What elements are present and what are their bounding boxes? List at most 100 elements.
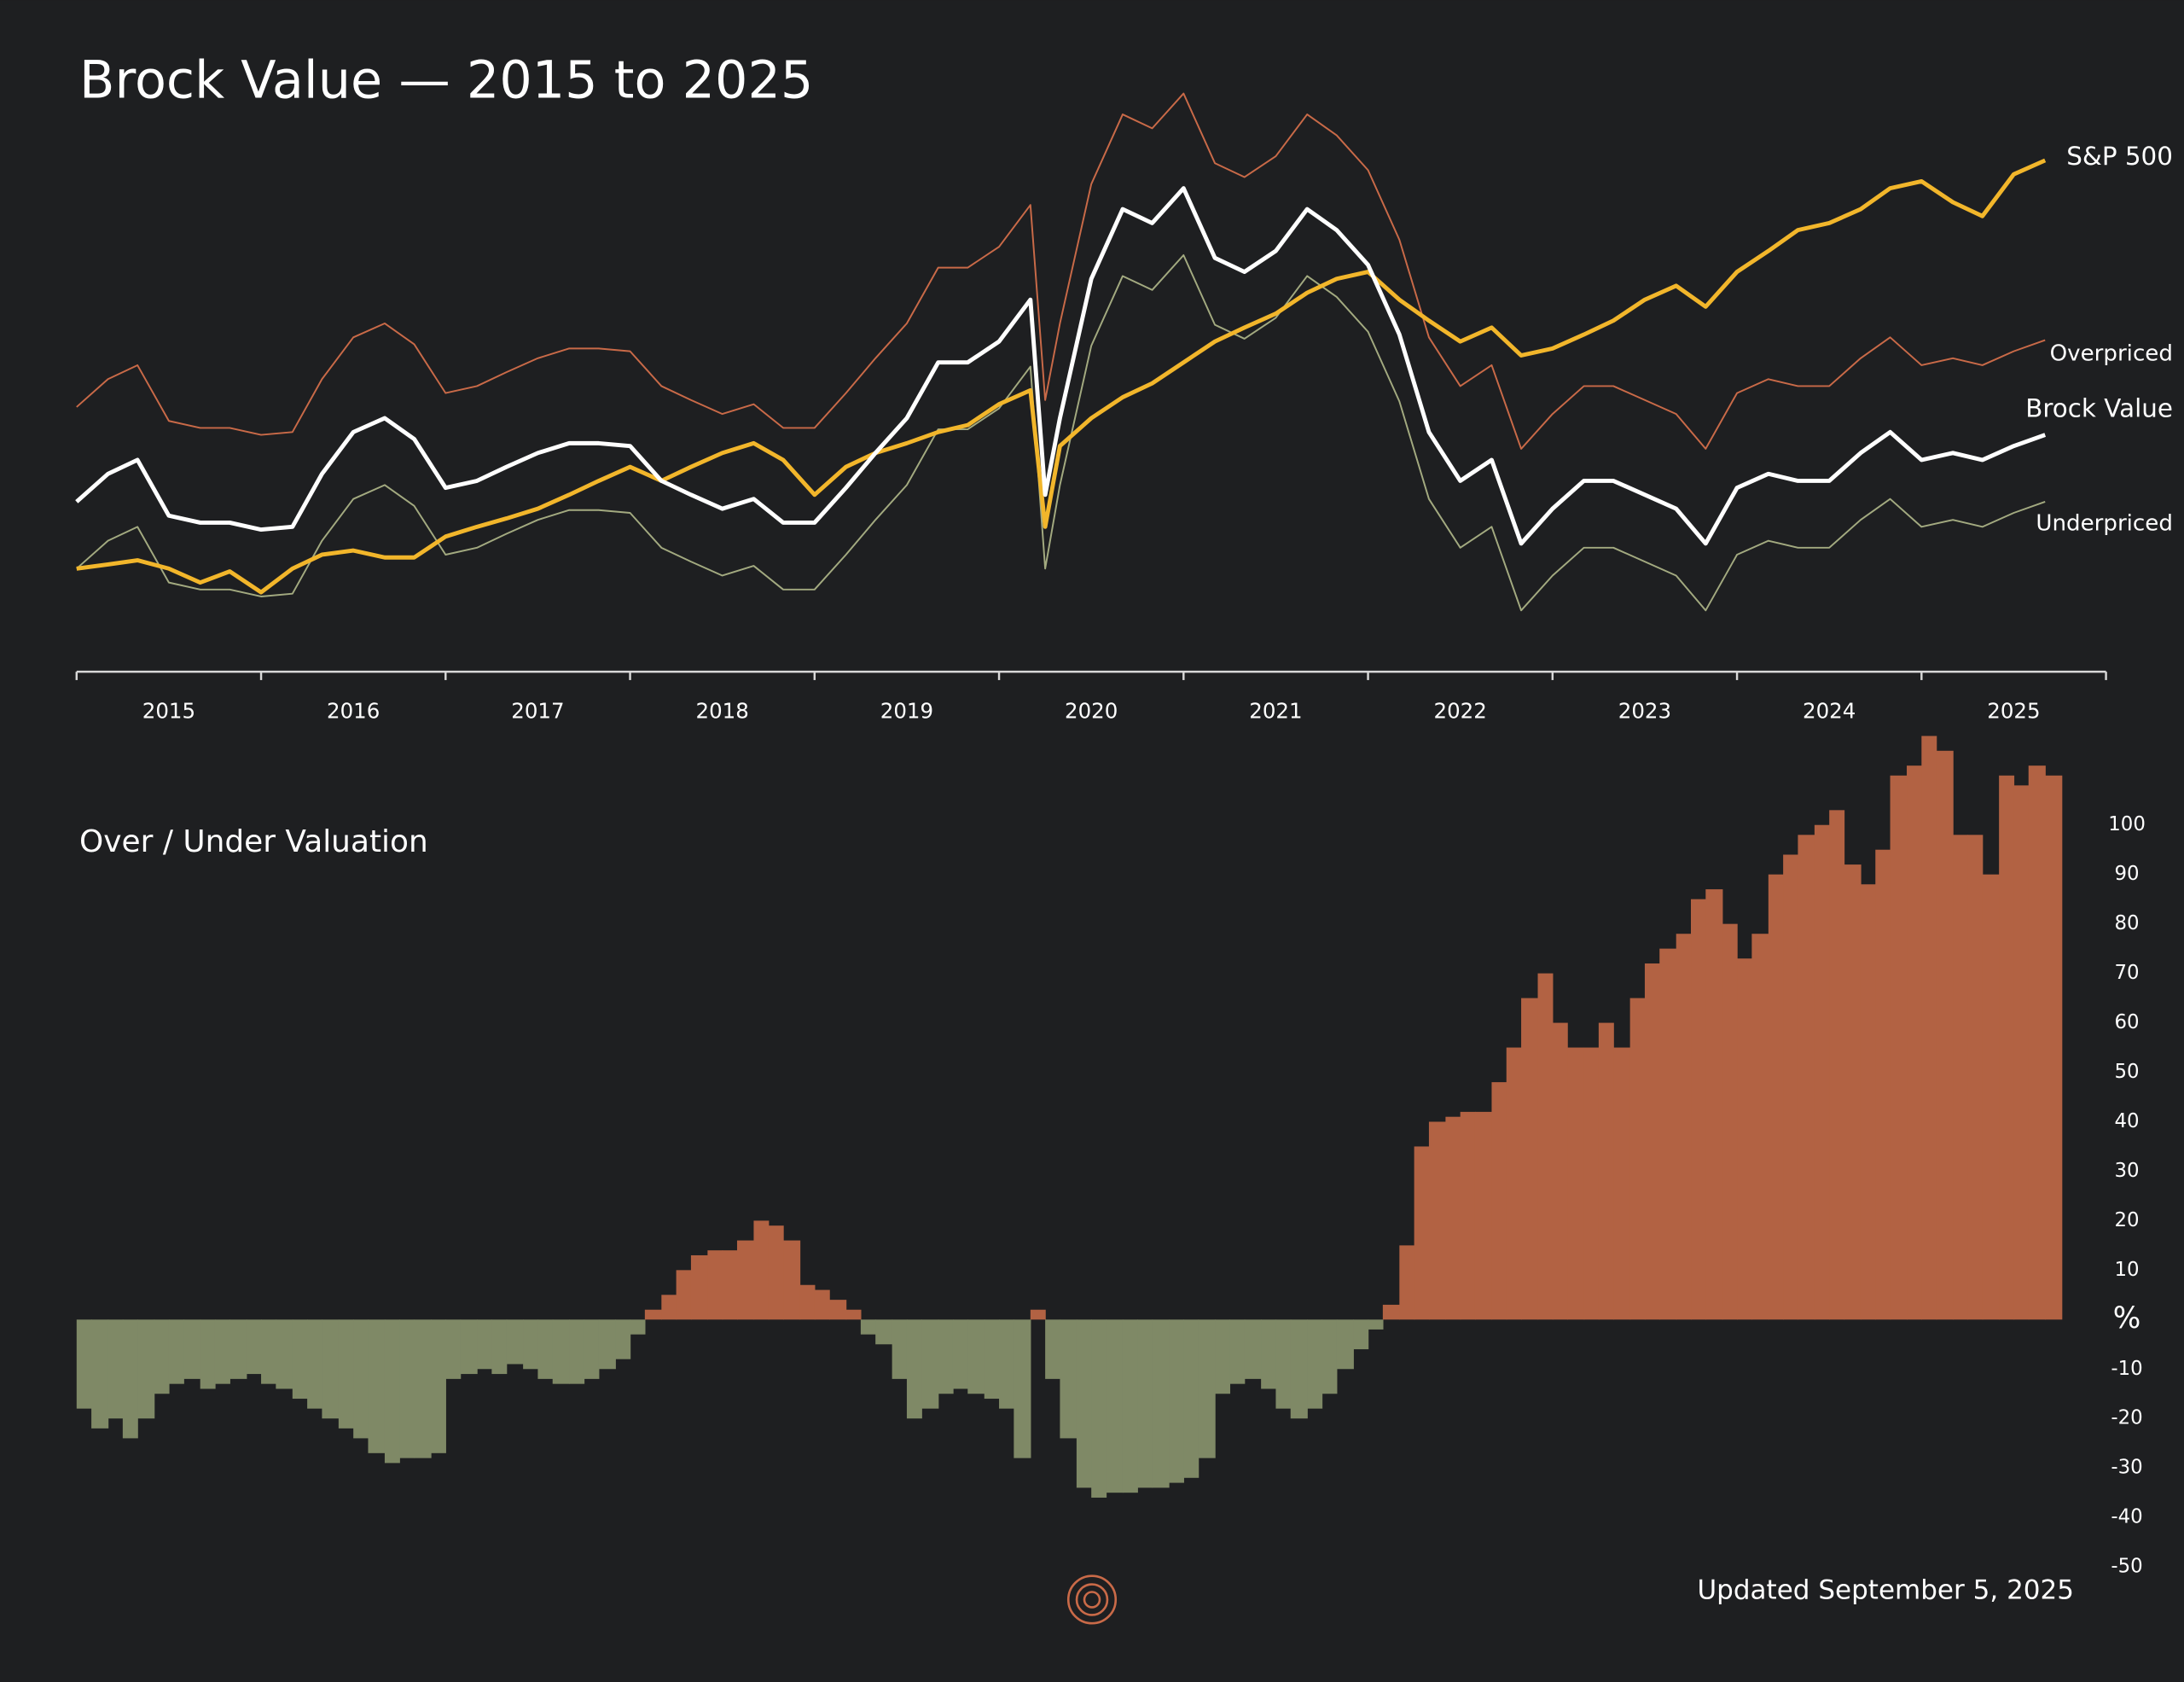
x-tick-label: 2020	[1065, 698, 1118, 723]
bar	[246, 1319, 262, 1375]
bar	[1368, 1319, 1384, 1330]
x-tick-label: 2022	[1434, 698, 1487, 723]
x-tick-label: 2017	[511, 698, 564, 723]
bar	[1844, 864, 1862, 1320]
bar	[1106, 1319, 1124, 1493]
bar	[261, 1319, 277, 1384]
x-tick-label: 2019	[880, 698, 933, 723]
x-tick-label: 2023	[1618, 698, 1671, 723]
series-label: Brock Value	[2025, 394, 2173, 423]
bar	[814, 1289, 830, 1320]
y-tick-label: -30	[2111, 1457, 2142, 1479]
bar	[1521, 998, 1539, 1320]
bar	[921, 1319, 939, 1409]
bar	[552, 1319, 570, 1384]
bar	[307, 1319, 323, 1409]
bar	[384, 1319, 400, 1464]
bar	[477, 1319, 493, 1370]
bar	[1275, 1319, 1292, 1409]
x-tick-label: 2016	[327, 698, 380, 723]
bar	[1814, 824, 1830, 1320]
update-note: Updated September 5, 2025	[1697, 1575, 2074, 1606]
bar	[1122, 1319, 1138, 1493]
bar	[1198, 1319, 1216, 1458]
bar	[1567, 1047, 1585, 1320]
bar	[445, 1319, 462, 1379]
bar	[229, 1319, 247, 1379]
bar	[1060, 1319, 1077, 1439]
bar	[1215, 1319, 1231, 1394]
bar	[1875, 849, 1891, 1320]
bar	[938, 1319, 954, 1394]
bar	[736, 1240, 755, 1320]
bar	[1829, 810, 1845, 1320]
y-tick-label: -50	[2111, 1556, 2142, 1578]
bar	[1321, 1319, 1338, 1394]
x-tick-label: 2025	[1987, 698, 2040, 723]
y-tick-label: -40	[2111, 1506, 2142, 1528]
bar	[722, 1250, 738, 1320]
bar	[690, 1254, 709, 1320]
y-tick-label: -10	[2111, 1358, 2142, 1380]
series-line	[76, 92, 2046, 450]
bar	[1552, 1022, 1568, 1320]
bar	[1428, 1121, 1447, 1320]
bar	[1644, 963, 1660, 1320]
bar	[1382, 1304, 1400, 1320]
y-tick-label: 60	[2115, 1011, 2140, 1033]
bar	[799, 1284, 816, 1320]
bar	[399, 1319, 415, 1458]
logo	[1066, 1574, 1118, 1625]
bar	[999, 1319, 1015, 1409]
bar	[414, 1319, 432, 1458]
logo-ring	[1075, 1583, 1109, 1616]
y-tick-label: 10	[2115, 1259, 2140, 1281]
bar	[1691, 899, 1706, 1320]
bar	[1722, 923, 1738, 1320]
y-tick-label: %	[2113, 1301, 2141, 1336]
series-label: Overpriced	[2050, 340, 2173, 366]
bar	[1353, 1319, 1369, 1350]
bar	[1583, 1047, 1600, 1320]
bar	[1768, 874, 1784, 1320]
bar	[829, 1300, 847, 1320]
bar	[1414, 1146, 1430, 1320]
bar	[1169, 1319, 1184, 1483]
bar	[707, 1250, 723, 1320]
bar	[1014, 1319, 1031, 1458]
bar	[676, 1270, 692, 1320]
bar	[1659, 948, 1677, 1320]
bar	[598, 1319, 616, 1370]
bar	[615, 1319, 631, 1359]
bar	[1307, 1319, 1323, 1409]
bar	[154, 1319, 170, 1394]
y-tick-label: 50	[2115, 1061, 2140, 1083]
y-tick-label: 20	[2115, 1209, 2140, 1231]
bar	[1999, 775, 2015, 1320]
bar	[122, 1319, 138, 1439]
x-tick-label: 2018	[696, 698, 749, 723]
bar	[584, 1319, 600, 1379]
bar	[1399, 1245, 1415, 1320]
bar	[276, 1319, 293, 1389]
bar	[1137, 1319, 1153, 1488]
bar	[2045, 775, 2063, 1320]
y-tick-label: 100	[2108, 813, 2146, 835]
x-tick-label: 2021	[1249, 698, 1302, 723]
bar	[1537, 973, 1554, 1320]
bar	[292, 1319, 308, 1400]
bar	[753, 1220, 770, 1320]
bar	[214, 1319, 230, 1384]
bar	[1982, 874, 2000, 1320]
bar	[200, 1319, 216, 1389]
bar	[1491, 1082, 1507, 1320]
bar	[1629, 998, 1646, 1320]
y-tick-label: 70	[2115, 962, 2140, 984]
bar	[1737, 958, 1753, 1320]
bar	[1798, 835, 1815, 1320]
bar	[1229, 1319, 1246, 1384]
bar	[952, 1319, 968, 1389]
bar	[1045, 1319, 1061, 1379]
bar	[1921, 736, 1937, 1320]
y-tick-label: 40	[2115, 1110, 2140, 1132]
